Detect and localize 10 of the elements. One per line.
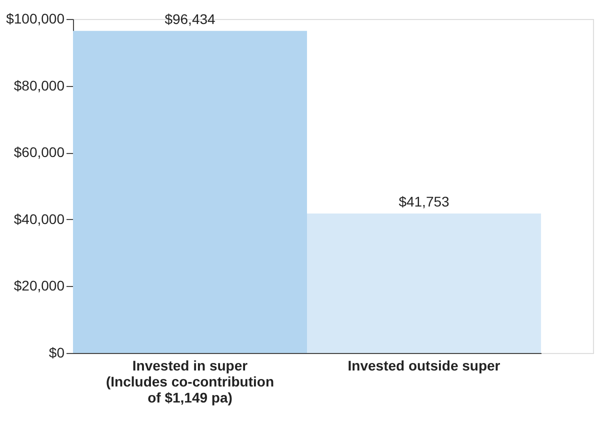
x-tick-label: Invested outside super xyxy=(348,358,501,374)
y-tick-label: $0 xyxy=(48,344,65,360)
y-tick-label: $100,000 xyxy=(6,10,65,26)
y-tick-label: $40,000 xyxy=(14,210,65,227)
data-label: $96,434 xyxy=(164,10,216,27)
x-tick-label: Invested in super (Includes co-contribution of $1,149 pa) xyxy=(106,358,274,406)
data-label: $41,753 xyxy=(398,194,450,210)
y-tick-label: $60,000 xyxy=(14,144,65,160)
y-tick-label: $80,000 xyxy=(14,77,65,94)
y-tick-label: $20,000 xyxy=(14,278,65,294)
